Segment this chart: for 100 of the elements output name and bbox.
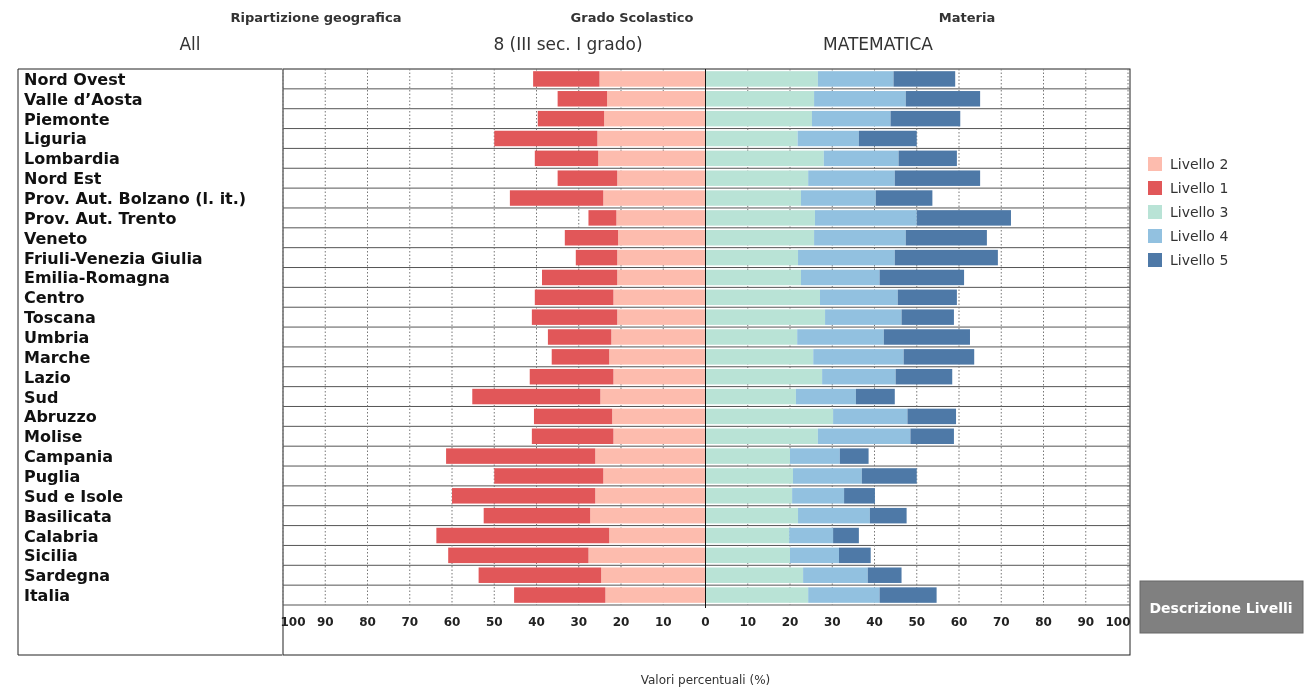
y-tick-label: Sardegna [24,566,111,586]
text: Materia [938,10,996,25]
bar [575,249,618,266]
y-tick-label: Nord Est [24,169,102,189]
bar [534,150,599,167]
bar [844,488,875,504]
bar [601,567,706,583]
bar [823,150,899,167]
y-tick-label: Valle d’Aosta [24,89,143,109]
bar [547,329,612,345]
x-tick-label: 80 [1035,615,1052,629]
bar [617,170,706,186]
legend-label: Livello 1 [1170,180,1229,196]
bar [607,91,706,107]
bar [705,269,801,286]
bar [813,349,904,365]
bar [808,170,895,186]
x-tick-label: 100 [1105,615,1131,629]
y-tick-label: Nord Ovest [24,69,126,89]
y-tick-label: Centro [24,288,85,308]
y-tick-label: Emilia-Romagna [24,268,170,288]
bar [705,428,818,444]
bar [895,368,953,385]
y-tick-label: Sud e Isole [24,486,124,506]
bar [861,468,917,484]
bar [705,130,798,147]
x-tick-label: 60 [950,615,968,629]
x-tick-label: 20 [612,615,630,629]
bar [529,368,614,385]
y-tick-label: Molise [24,427,83,447]
bar [705,448,790,464]
text: Ripartizione geografica [230,10,402,25]
x-tick-label: 30 [823,615,841,629]
text: Grado Scolastico [570,10,694,25]
bar [705,210,815,226]
y-tick-label: Prov. Aut. Bolzano (l. it.) [24,189,247,209]
legend-label: Livello 3 [1170,204,1229,220]
x-axis-title: Valori percentuali (%) [640,673,771,687]
x-tick-label: 10 [654,615,672,629]
bar [590,507,706,524]
bar [705,547,790,564]
bar [618,230,706,246]
bar [833,408,908,425]
bar [789,527,834,544]
bar [595,488,706,504]
bar [820,289,898,306]
y-tick-label: Lazio [24,367,71,387]
y-tick-label: Marche [24,347,91,367]
y-tick-label: Campania [24,447,114,467]
bar [705,368,823,385]
bar [705,527,790,544]
bar [531,428,614,444]
bar [705,567,804,583]
y-tick-label: Italia [24,586,71,606]
bar [705,230,815,246]
x-tick-label: 90 [1077,615,1095,629]
bar [798,507,870,524]
legend-label: Livello 2 [1170,156,1229,172]
bar [792,468,862,484]
bar [795,388,856,405]
bar [907,408,957,425]
bar [822,368,896,385]
bar [833,527,859,544]
x-tick-label: 70 [992,615,1010,629]
bar [531,309,618,325]
bar [814,230,906,246]
bar [893,71,956,87]
bar [883,329,970,345]
y-tick-label: Prov. Aut. Trento [24,208,177,228]
bar [875,190,933,206]
x-tick-label: 100 [280,615,306,629]
bar [705,309,826,325]
bar [811,110,891,127]
bar [903,349,975,365]
bar [597,130,706,147]
bar [494,130,598,147]
x-tick-label: 80 [359,615,376,629]
bar [533,408,613,425]
bar [509,190,604,206]
x-tick-label: 40 [528,615,545,629]
legend-label: Livello 4 [1170,228,1229,244]
x-tick-label: 60 [443,615,461,629]
bar [483,507,591,524]
bar [894,249,998,266]
bar [705,170,809,186]
bar [817,428,911,444]
bar [839,448,869,464]
bar [557,170,618,186]
y-tick-label: Basilicata [24,506,112,526]
bar [800,269,880,286]
bar [905,230,987,246]
bar [705,190,801,206]
bar [901,309,954,325]
bar [808,587,880,603]
bar [814,210,917,226]
bar [705,71,818,87]
y-tick-label: Puglia [24,466,81,486]
y-tick-label: Abruzzo [24,407,97,427]
bar [541,269,618,286]
bar [879,269,965,286]
